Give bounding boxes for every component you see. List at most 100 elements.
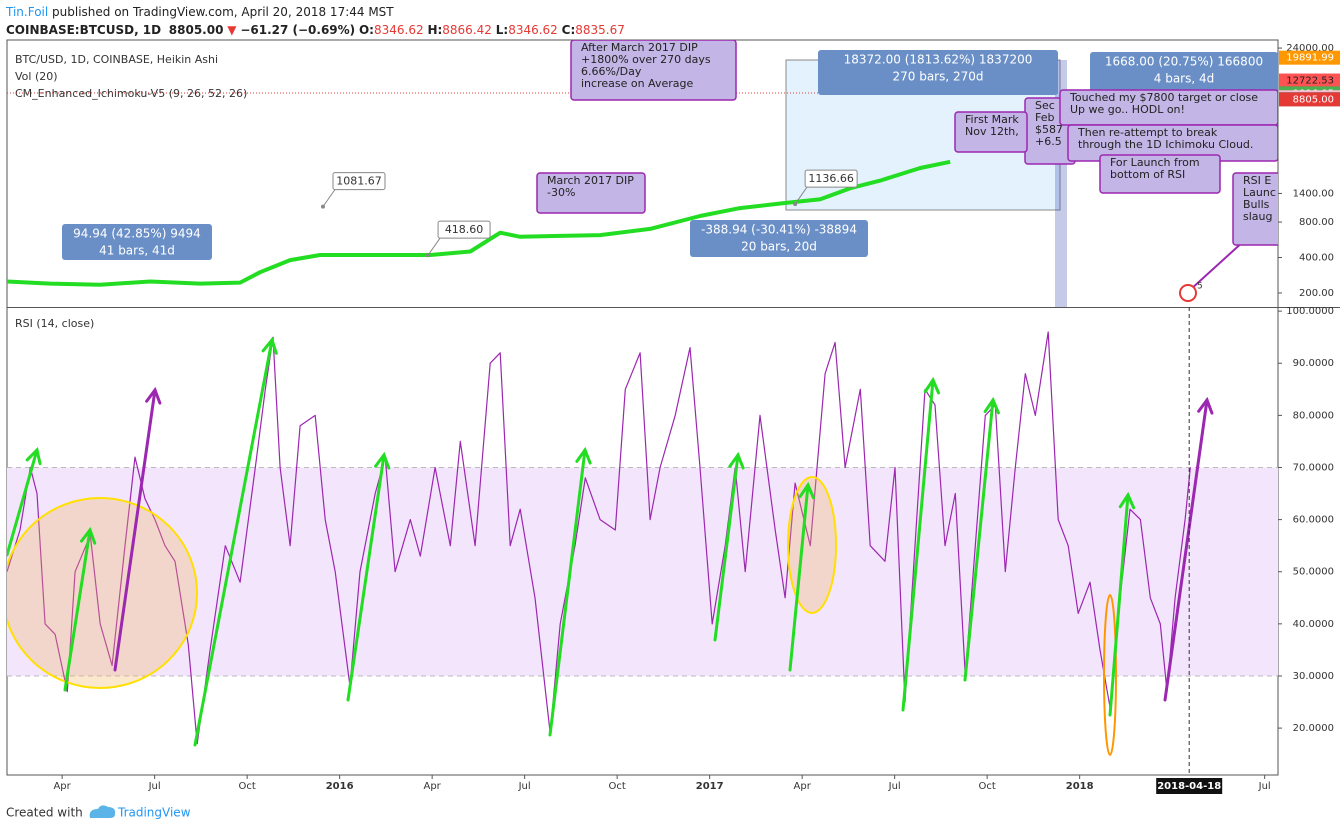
price-label: 1081.67 xyxy=(336,175,382,188)
callout-text: +1800% over 270 days xyxy=(581,53,711,66)
callout-box xyxy=(1232,172,1278,246)
last: 8805.00 xyxy=(168,23,224,37)
callout-text: Feb xyxy=(1035,111,1054,124)
callout-text: slaug xyxy=(1243,210,1272,223)
x-tick-label: Apr xyxy=(794,781,812,792)
callout-text: Sec xyxy=(1035,99,1055,112)
measure-text: 1668.00 (20.75%) 166800 xyxy=(1105,55,1263,69)
trend-arrow xyxy=(346,453,386,702)
measure-text: 41 bars, 41d xyxy=(99,244,175,258)
measure-box xyxy=(818,50,1058,95)
drawings xyxy=(7,336,1214,756)
price-label-box xyxy=(437,220,491,239)
y-tick-label: 40.0000 xyxy=(1293,619,1334,630)
callout-text: increase on Average xyxy=(581,77,693,90)
c: 8835.67 xyxy=(575,23,625,37)
c-label: C: xyxy=(561,23,576,37)
price-tag-label: 8805.00 xyxy=(1293,94,1334,105)
rsi-band xyxy=(7,467,1278,676)
y-tick-label: 800.00 xyxy=(1299,217,1334,228)
callout-text: Nov 12th, xyxy=(965,125,1019,138)
price-point xyxy=(320,204,325,209)
trend-arrow xyxy=(7,448,39,557)
callout-box xyxy=(1099,154,1221,194)
change: −61.27 (−0.69%) xyxy=(240,23,356,37)
callout-box xyxy=(536,172,646,214)
price-tag xyxy=(1279,92,1340,107)
y-tick-label: 24000.00 xyxy=(1286,43,1334,54)
rsi-pane: RSI (14, close) xyxy=(7,317,1278,745)
arrow-head xyxy=(575,446,592,465)
x-tick-label: Jul xyxy=(888,781,901,792)
x-tick-label: Apr xyxy=(423,781,441,792)
callout-text: Bulls xyxy=(1243,198,1270,211)
arrow: ▼ xyxy=(227,23,237,37)
callout-text: First Mark xyxy=(965,113,1019,126)
arrow-head xyxy=(1118,491,1136,510)
callout-text: For Launch from xyxy=(1110,156,1200,169)
flag xyxy=(1179,284,1197,302)
arrow-head xyxy=(374,451,391,470)
trend-arrow xyxy=(901,378,935,712)
callout-text: Touched my $7800 target or close xyxy=(1069,91,1258,104)
arrow-head xyxy=(79,526,97,545)
trend-arrow xyxy=(963,398,995,682)
legend-indicator: CM_Enhanced_Ichimoku-V5 (9, 26, 52, 26) xyxy=(15,87,247,100)
o: 8346.62 xyxy=(373,23,424,37)
h: 8866.42 xyxy=(442,23,492,37)
price-tag-label: 12722.53 xyxy=(1286,76,1334,87)
x-tick-label: Oct xyxy=(979,781,996,792)
footer-brand[interactable]: TradingView xyxy=(117,806,191,820)
x-tick-label: Jul xyxy=(518,781,531,792)
callout-text: Up we go.. HODL on! xyxy=(1070,103,1185,116)
callout-text: $587 xyxy=(1035,123,1063,136)
x-tick-label: 2017 xyxy=(696,781,724,792)
trend-arrow xyxy=(713,453,740,642)
callout-text: Launc xyxy=(1243,186,1276,199)
arrow-head xyxy=(25,446,42,466)
measure-text: 4 bars, 4d xyxy=(1154,72,1215,86)
measure-text: 270 bars, 270d xyxy=(892,70,983,84)
callout-text: bottom of RSI xyxy=(1110,168,1185,181)
measure-text: 20 bars, 20d xyxy=(741,240,817,254)
measure-box xyxy=(1090,52,1278,92)
series-line xyxy=(7,331,1191,745)
x-tick-label: 2016 xyxy=(326,781,354,792)
logo[interactable] xyxy=(89,805,116,818)
price-tag-label: 19891.99 xyxy=(1286,53,1334,64)
crosshair-label: 2018-04-18 xyxy=(1157,781,1221,792)
callout-box xyxy=(954,111,1028,153)
measure-box xyxy=(62,224,212,260)
author[interactable]: Tin.Foil xyxy=(6,5,49,19)
y-tick-label: 400.00 xyxy=(1299,253,1334,264)
crosshair-box xyxy=(1156,778,1223,794)
callout-text: +6.5 xyxy=(1035,135,1062,148)
symbol: COINBASE:BTCUSD, 1D xyxy=(6,23,162,37)
arrow-head xyxy=(261,336,278,355)
callout-leader xyxy=(1189,239,1246,291)
trend-arrow xyxy=(1108,493,1130,717)
x-tick-label: Jul xyxy=(148,781,161,792)
trend-arrow xyxy=(113,388,157,672)
y-tick-label: 30.0000 xyxy=(1293,671,1334,682)
o-label: O: xyxy=(358,23,374,37)
y-tick-label: 60.0000 xyxy=(1293,515,1334,526)
l-label: L: xyxy=(495,23,509,37)
price-label-box xyxy=(804,169,858,188)
h-label: H: xyxy=(427,23,443,37)
trend-arrow xyxy=(63,528,92,692)
price-tag xyxy=(1279,50,1340,65)
y-tick-label: 1400.00 xyxy=(1293,188,1334,199)
measure-text: 18372.00 (1813.62%) 1837200 xyxy=(844,53,1033,67)
arrow-head xyxy=(983,396,1000,415)
x-tick-label: Oct xyxy=(238,781,255,792)
measure-text: 94.94 (42.85%) 9494 xyxy=(73,227,201,241)
callout-text: Then re-attempt to break xyxy=(1077,126,1218,139)
arrow-head xyxy=(923,376,941,395)
highlight-ellipse xyxy=(1103,594,1117,756)
axes: 200.00 400.00 800.00 1400.00 24000.0019891.9… xyxy=(53,43,1340,794)
arrow-head xyxy=(798,481,815,500)
price-label: 1136.66 xyxy=(808,172,854,185)
l: 8346.62 xyxy=(508,23,558,37)
